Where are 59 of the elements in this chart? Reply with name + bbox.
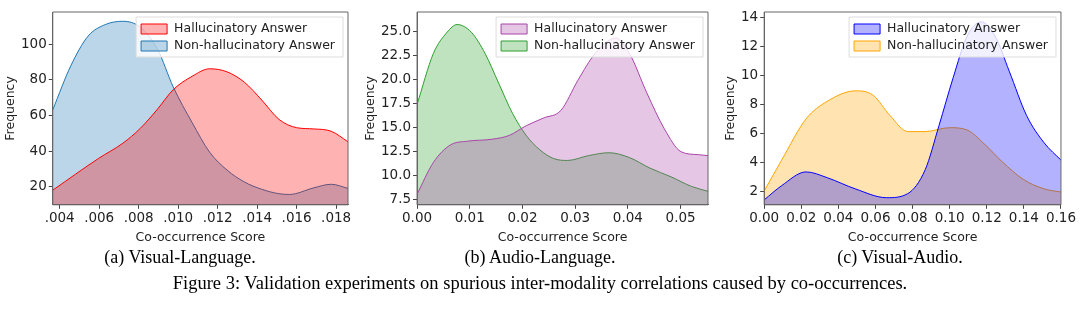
x-tick-label: .006	[84, 209, 115, 226]
text: (a) Visual-Language.	[104, 246, 256, 268]
legend-label: Non-hallucinatory Answer	[174, 37, 336, 53]
y-tick-label: 10.0	[381, 166, 412, 183]
x-axis-title: Co-occurrence Score	[497, 228, 628, 244]
x-tick-label: .004	[44, 209, 75, 226]
y-tick-label: 10	[740, 65, 759, 82]
legend-label: Hallucinatory Answer	[174, 20, 308, 36]
x-tick-label: 0.01	[454, 209, 485, 226]
y-tick-label: 12.5	[381, 142, 412, 159]
y-tick-label: 60	[29, 106, 47, 123]
y-tick-label: 2	[749, 181, 759, 198]
y-tick-label: 22.5	[381, 45, 412, 62]
x-tick-label: 0.00	[402, 209, 433, 226]
text: (c) Visual-Audio.	[837, 246, 963, 268]
legend-label: Hallucinatory Answer	[534, 20, 668, 36]
x-tick-label: .010	[163, 209, 194, 226]
y-tick-label: 17.5	[381, 94, 412, 111]
caption: Figure 3: Validation experiments on spurious inter-modality correlations caused by co-occurrences.	[171, 272, 909, 294]
y-tick-label: 80	[29, 70, 47, 87]
x-tick-label: 0.16	[1045, 209, 1076, 226]
x-tick-label: 0.05	[665, 209, 696, 226]
y-axis-title: Frequency	[361, 75, 377, 141]
x-tick-label: .012	[202, 209, 233, 226]
x-tick-label: .008	[123, 209, 154, 226]
x-tick-label: .016	[281, 209, 312, 226]
x-tick-label: 0.04	[612, 209, 643, 226]
x-tick-label: .018	[321, 209, 352, 226]
x-tick-label: 0.08	[897, 209, 928, 226]
y-tick-label: 100	[20, 34, 47, 51]
y-tick-label: 8	[749, 94, 759, 111]
legend-label: Hallucinatory Answer	[887, 20, 1021, 36]
x-tick-label: .014	[242, 209, 273, 226]
x-tick-label: 0.00	[749, 209, 780, 226]
y-tick-label: 7.5	[389, 190, 412, 207]
y-axis-title: Frequency	[1, 75, 17, 141]
x-tick-label: 0.10	[934, 209, 965, 226]
x-tick-label: 0.04	[823, 209, 854, 226]
y-tick-label: 20.0	[381, 69, 412, 86]
x-tick-label: 0.12	[971, 209, 1002, 226]
y-tick-label: 14	[740, 7, 759, 24]
y-tick-label: 12	[740, 36, 759, 53]
legend-label: Non-hallucinatory Answer	[534, 37, 696, 53]
x-tick-label: 0.02	[786, 209, 817, 226]
y-tick-label: 6	[749, 123, 759, 140]
x-tick-label: 0.03	[560, 209, 591, 226]
x-tick-label: 0.06	[860, 209, 891, 226]
x-axis-title: Co-occurrence Score	[847, 228, 978, 244]
y-tick-label: 20	[29, 177, 47, 194]
y-tick-label: 25.0	[381, 21, 412, 38]
y-tick-label: 15.0	[381, 118, 412, 135]
y-tick-label: 40	[29, 141, 47, 158]
y-axis-title: Frequency	[721, 75, 737, 141]
x-axis-title: Co-occurrence Score	[135, 228, 266, 244]
y-tick-label: 4	[749, 152, 759, 169]
x-tick-label: 0.02	[507, 209, 538, 226]
text: (b) Audio-Language.	[464, 246, 616, 268]
legend-label: Non-hallucinatory Answer	[887, 37, 1049, 53]
x-tick-label: 0.14	[1008, 209, 1039, 226]
